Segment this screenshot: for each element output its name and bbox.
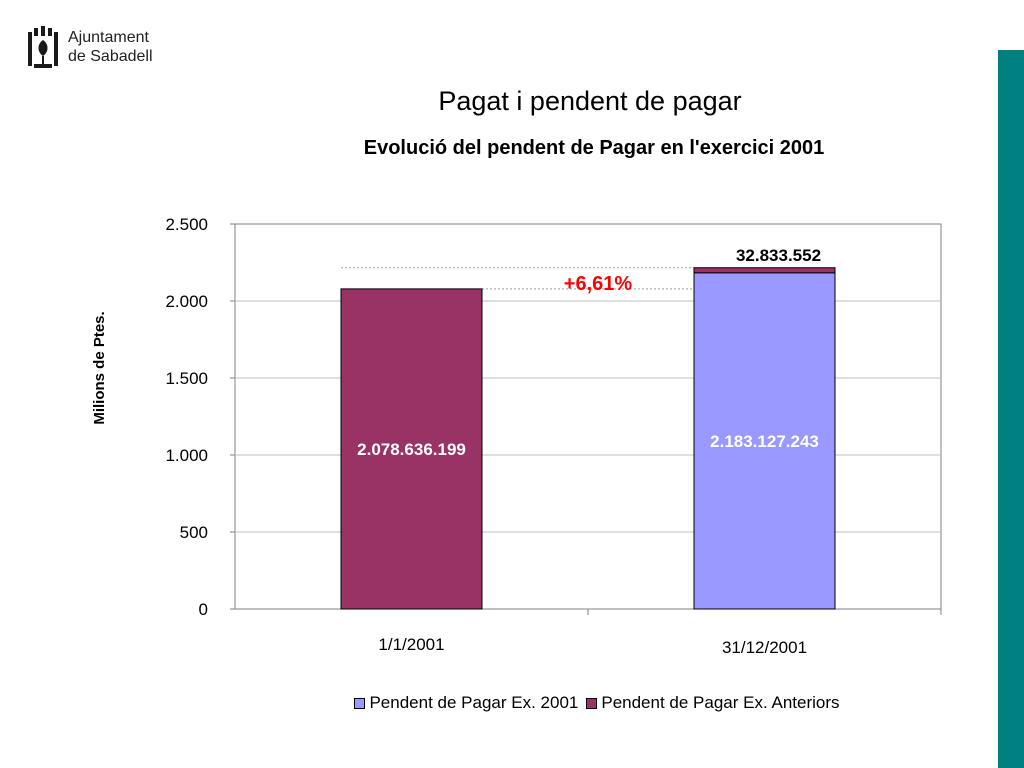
- legend-swatch: [586, 697, 598, 709]
- legend-swatch: [354, 697, 366, 709]
- y-axis-label: Milions de Ptes.: [91, 311, 108, 424]
- bar-anteriors-1: [340, 288, 483, 610]
- stacked-bar-chart: 0 500 1.000 1.500 2.000 2.500 Milions de Ptes.…: [91, 215, 942, 657]
- y-tick-label: 0: [199, 600, 208, 619]
- bar-ex2001-2: [693, 272, 836, 610]
- legend-label: Pendent de Pagar Ex. 2001: [369, 693, 579, 712]
- data-label: 2.078.636.199: [357, 440, 466, 459]
- y-tick-label: 500: [180, 523, 208, 542]
- chart-subtitle: Evolució del pendent de Pagar en l'exerc…: [363, 137, 825, 159]
- data-label: 2.183.127.243: [710, 432, 819, 451]
- ajuntament-logo: Ajuntament de Sabadell: [26, 26, 176, 74]
- y-tick-label: 1.000: [165, 446, 208, 465]
- growth-annotation: +6,61%: [564, 273, 633, 295]
- y-tick-label: 2.500: [165, 215, 208, 234]
- legend-label: Pendent de Pagar Ex. Anteriors: [601, 693, 840, 712]
- chart-title: Pagat i pendent de pagar: [438, 86, 742, 116]
- logo-line-2: de Sabadell: [68, 48, 153, 65]
- y-tick-label: 1.500: [165, 369, 208, 388]
- x-tick-label: 1/1/2001: [378, 635, 444, 654]
- legend-item: Pendent de Pagar Ex. 2001: [354, 693, 578, 713]
- sabadell-emblem-icon: [28, 26, 58, 68]
- logo-line-1: Ajuntament: [68, 29, 149, 46]
- y-tick-label: 2.000: [165, 292, 208, 311]
- chart-legend: Pendent de Pagar Ex. 2001 Pendent de Paga…: [0, 692, 1024, 714]
- accent-side-bar: [998, 50, 1024, 768]
- x-tick-label: 31/12/2001: [722, 638, 807, 657]
- legend-item: Pendent de Pagar Ex. Anteriors: [586, 693, 840, 713]
- bar-anteriors-2: [693, 267, 836, 274]
- data-label: 32.833.552: [736, 246, 821, 265]
- logo-text: Ajuntament de Sabadell: [68, 28, 153, 66]
